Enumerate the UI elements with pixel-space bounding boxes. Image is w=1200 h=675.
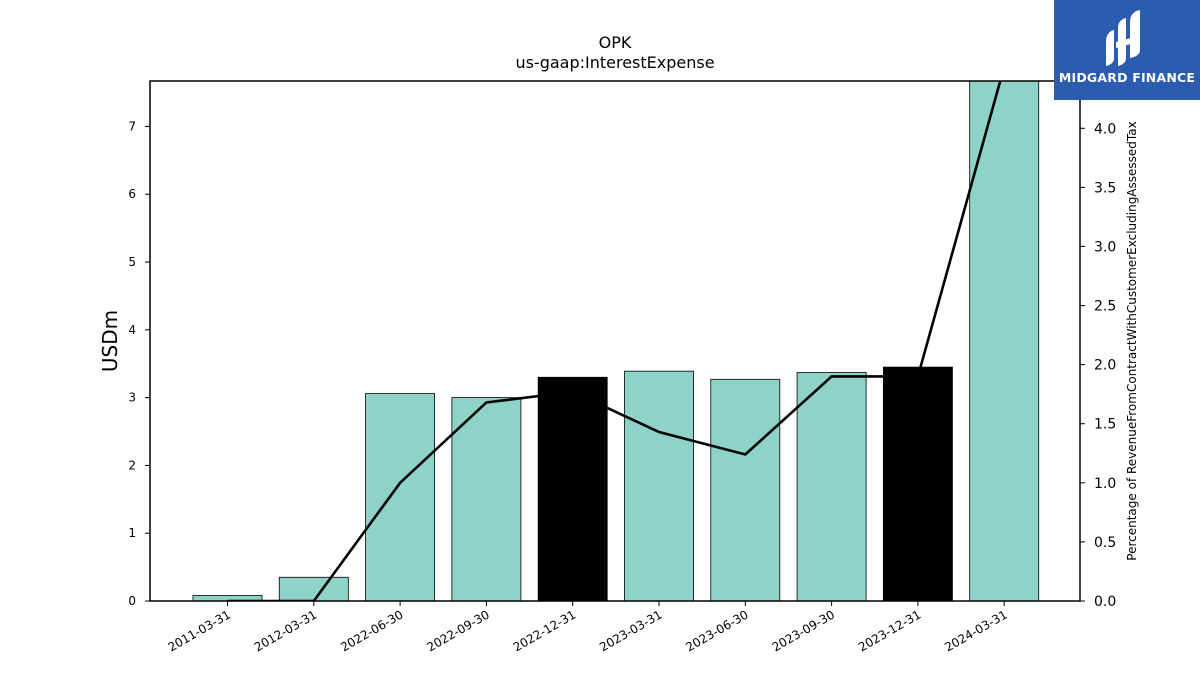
y-axis-label: USDm [98, 310, 122, 372]
bar-2022-12-31 [537, 376, 608, 602]
x-tick-label: 2023-09-30 [770, 607, 837, 654]
logo: MIDGARD FINANCE [1054, 0, 1200, 100]
left-tick-label: 6 [128, 187, 136, 201]
line-layer [227, 81, 1002, 601]
bars-group [192, 80, 1040, 602]
midgard-finance-logo-icon [1106, 10, 1140, 66]
bar-2012-03-31 [278, 576, 349, 602]
x-tick-label: 2012-03-31 [252, 607, 319, 654]
x-tick-label: 2022-09-30 [424, 607, 491, 654]
left-tick-label: 4 [128, 323, 136, 337]
chart-title: OPK [599, 33, 632, 52]
x-tick-label: 2024-03-31 [942, 607, 1009, 654]
bar-2022-06-30 [365, 393, 436, 602]
bar-2022-09-30 [451, 397, 522, 602]
bar-2023-06-30 [710, 378, 781, 602]
right-tick-label: 0.0 [1094, 594, 1116, 610]
x-tick-label: 2022-06-30 [338, 607, 405, 654]
right-tick-label: 1.0 [1094, 476, 1116, 492]
left-tick-label: 2 [128, 458, 136, 472]
plot-frame [149, 80, 1081, 602]
right-tick-label: 2.5 [1094, 299, 1116, 315]
bar-2023-12-31 [882, 366, 953, 602]
x-tick-label: 2023-03-31 [597, 607, 664, 654]
x-tick-label: 2022-12-31 [511, 607, 578, 654]
logo-text: MIDGARD FINANCE [1058, 70, 1196, 85]
left-tick-label: 0 [128, 594, 136, 608]
x-tick-label: 2023-06-30 [683, 607, 750, 654]
left-axis: 0 1 2 3 4 5 6 7 [128, 119, 150, 608]
right-tick-label: 0.5 [1094, 535, 1116, 551]
line-series [227, 81, 1002, 601]
x-tick-label: 2011-03-31 [166, 607, 233, 654]
right-tick-label: 2.0 [1094, 358, 1116, 374]
right-tick-label: 3.0 [1094, 239, 1116, 255]
left-tick-label: 3 [128, 391, 136, 405]
left-tick-label: 7 [128, 119, 136, 133]
right-tick-label: 3.5 [1094, 180, 1116, 196]
y-axis-right-label: Percentage of RevenueFromContractWithCus… [1125, 121, 1139, 560]
left-tick-label: 5 [128, 255, 136, 269]
right-axis: 0.0 0.5 1.0 1.5 2.0 2.5 3.0 3.5 4.0 [1080, 121, 1116, 610]
bar-2023-09-30 [796, 372, 867, 602]
x-axis: 2011-03-31 2012-03-31 2022-06-30 2022-09-30… [166, 601, 1010, 654]
x-tick-label: 2023-12-31 [856, 607, 923, 654]
bar-2023-03-31 [624, 370, 694, 602]
right-tick-label: 4.0 [1094, 121, 1116, 137]
bar-2024-03-31 [969, 80, 1040, 602]
right-tick-label: 1.5 [1094, 417, 1116, 433]
chart-subtitle: us-gaap:InterestExpense [515, 53, 714, 72]
left-tick-label: 1 [128, 526, 136, 540]
